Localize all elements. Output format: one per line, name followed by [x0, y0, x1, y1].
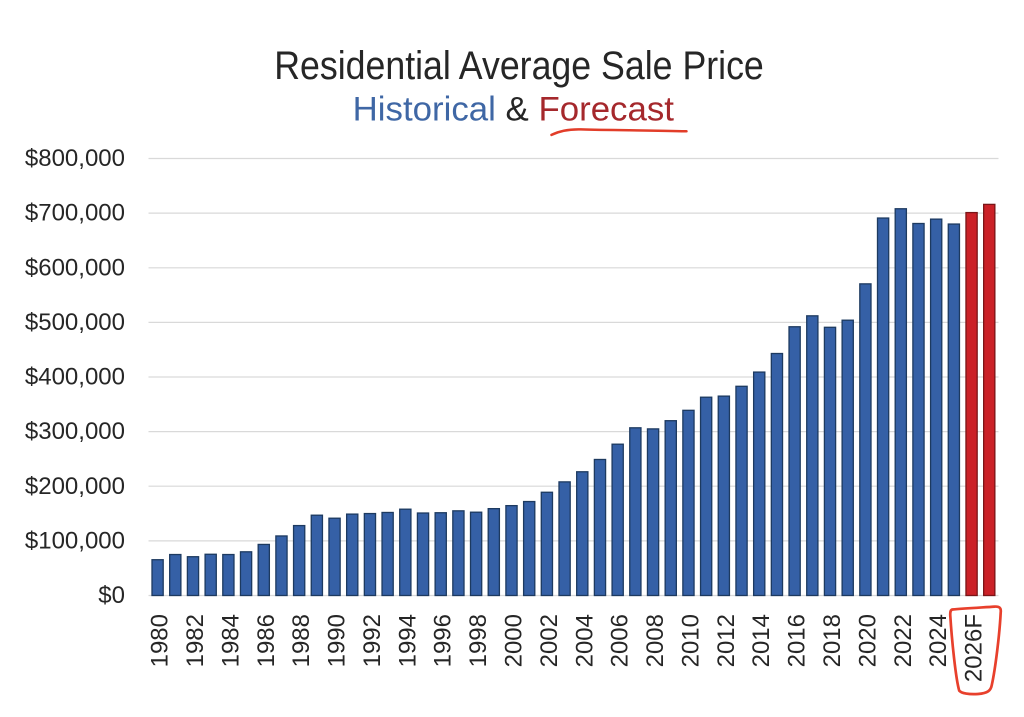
svg-text:2022: 2022: [890, 614, 917, 667]
svg-text:2018: 2018: [819, 614, 846, 667]
svg-text:2014: 2014: [748, 614, 775, 667]
svg-text:$400,000: $400,000: [25, 364, 125, 391]
svg-text:$300,000: $300,000: [25, 418, 125, 445]
svg-text:2016: 2016: [784, 614, 811, 667]
svg-text:2000: 2000: [501, 614, 528, 667]
svg-text:1988: 1988: [288, 614, 315, 667]
svg-text:$100,000: $100,000: [25, 528, 125, 555]
svg-text:1998: 1998: [465, 614, 492, 667]
svg-text:$600,000: $600,000: [25, 254, 125, 281]
svg-text:2024: 2024: [925, 614, 952, 667]
svg-text:$800,000: $800,000: [25, 145, 125, 172]
svg-text:1990: 1990: [324, 614, 351, 667]
svg-text:2006: 2006: [607, 614, 634, 667]
svg-text:1984: 1984: [217, 614, 244, 667]
svg-text:1980: 1980: [147, 614, 174, 667]
svg-text:1982: 1982: [182, 614, 209, 667]
svg-text:2002: 2002: [536, 614, 563, 667]
svg-text:2010: 2010: [678, 614, 705, 667]
svg-text:2012: 2012: [713, 614, 740, 667]
svg-text:Residential Average Sale Price: Residential Average Sale Price: [274, 44, 764, 88]
svg-text:2004: 2004: [571, 614, 598, 667]
svg-text:1986: 1986: [253, 614, 280, 667]
svg-text:1992: 1992: [359, 614, 386, 667]
svg-text:2008: 2008: [642, 614, 669, 667]
svg-text:$0: $0: [98, 582, 125, 609]
svg-text:Historical & Forecast: Historical & Forecast: [353, 91, 675, 129]
svg-text:2026F: 2026F: [961, 614, 988, 682]
svg-text:1996: 1996: [430, 614, 457, 667]
svg-text:1994: 1994: [394, 614, 421, 667]
svg-text:$200,000: $200,000: [25, 473, 125, 500]
svg-text:$500,000: $500,000: [25, 309, 125, 336]
svg-text:2020: 2020: [854, 614, 881, 667]
svg-text:$700,000: $700,000: [25, 200, 125, 227]
